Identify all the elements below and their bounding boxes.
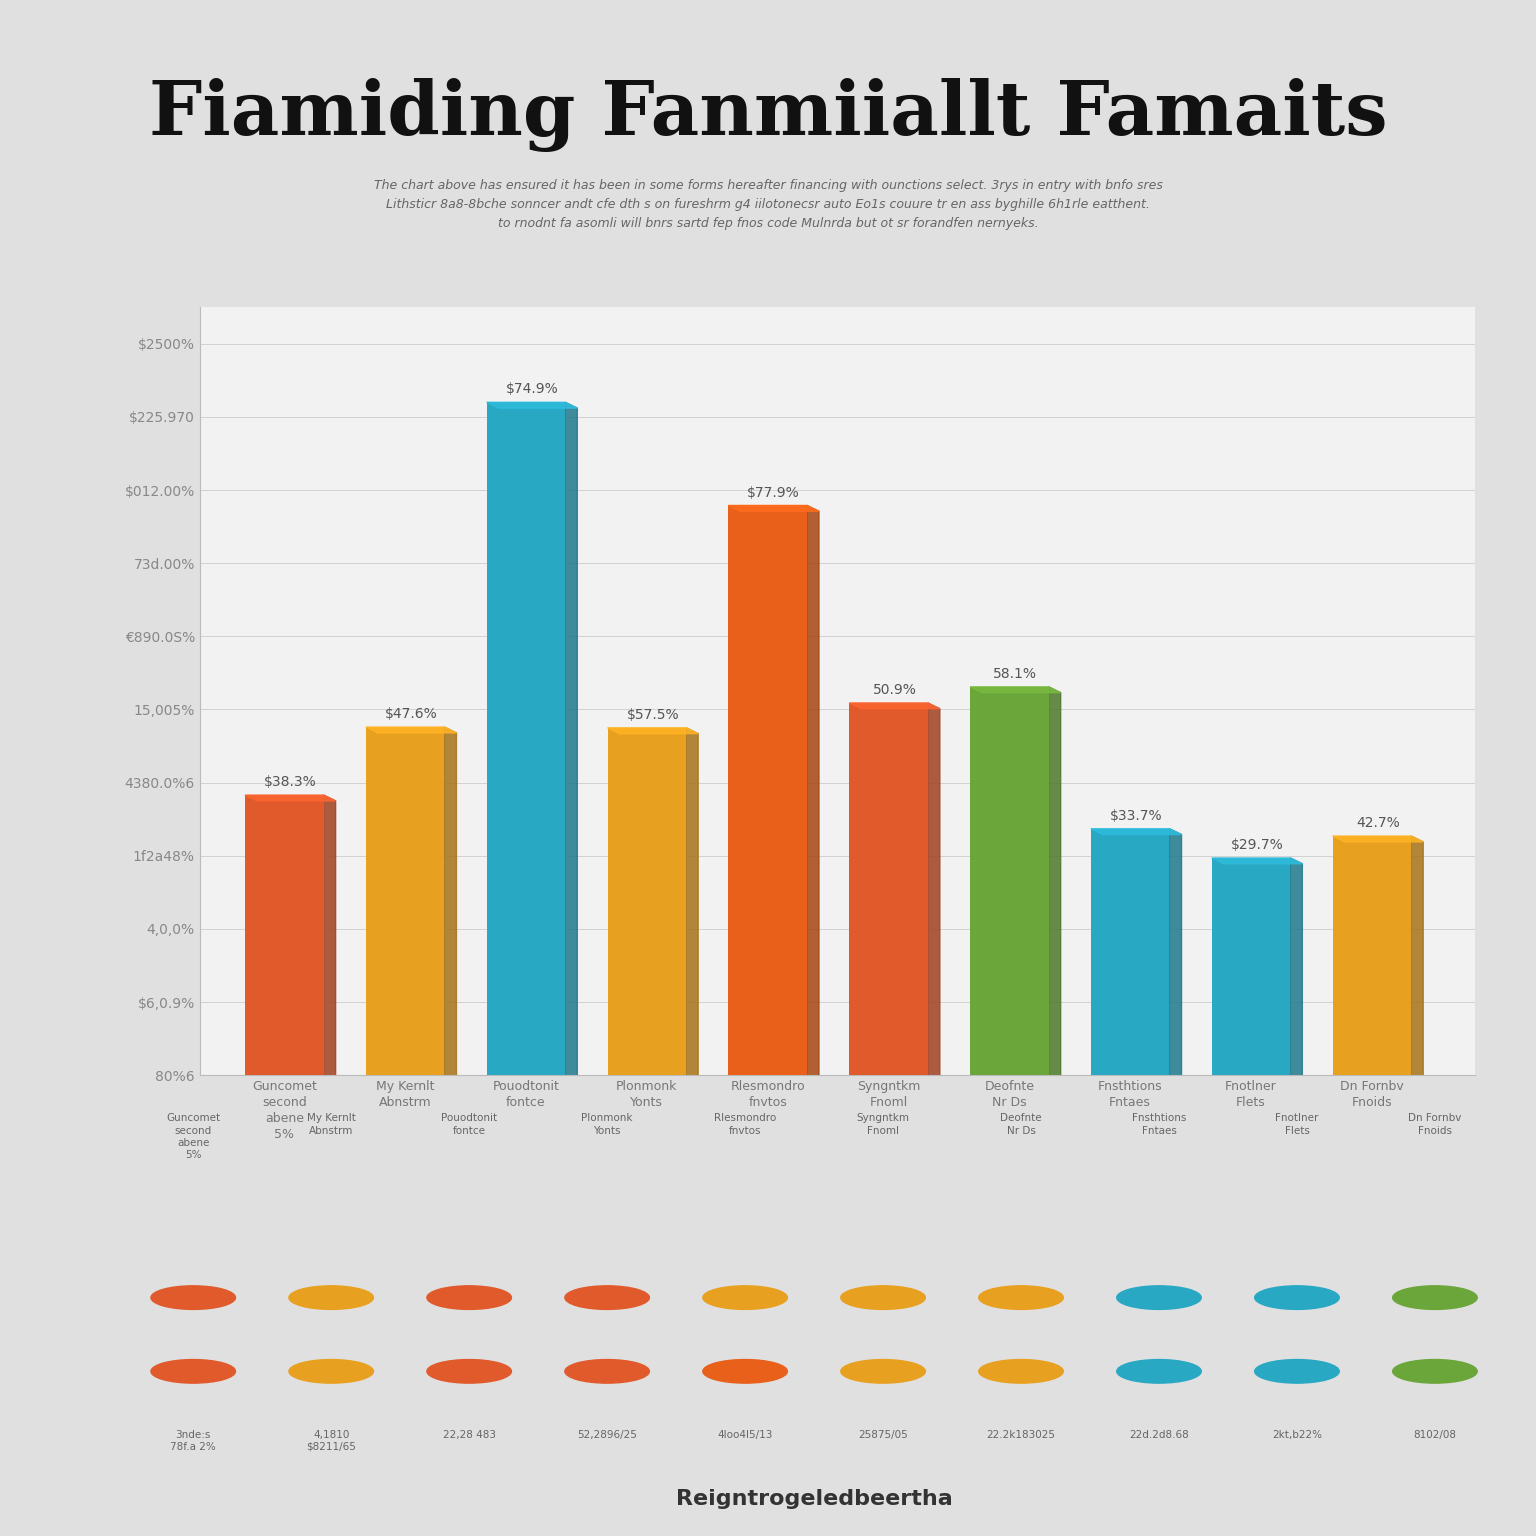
Text: Fnsthtions
Fntaes: Fnsthtions Fntaes — [1132, 1114, 1186, 1135]
Polygon shape — [1333, 836, 1424, 842]
Bar — [246, 796, 324, 1075]
Polygon shape — [444, 727, 456, 1081]
Text: 58.1%: 58.1% — [994, 667, 1037, 680]
Polygon shape — [1049, 687, 1061, 1081]
Text: 2kt,b22%: 2kt,b22% — [1272, 1430, 1322, 1441]
Circle shape — [289, 1286, 373, 1309]
Polygon shape — [1412, 836, 1424, 1081]
Bar — [487, 402, 565, 1075]
Text: Fnotlner
Flets: Fnotlner Flets — [1275, 1114, 1318, 1135]
Text: Dn Fornbv
Fnoids: Dn Fornbv Fnoids — [1409, 1114, 1462, 1135]
Polygon shape — [565, 402, 578, 1081]
Text: 4,1810
$8211/65: 4,1810 $8211/65 — [306, 1430, 356, 1452]
Bar — [849, 703, 928, 1075]
Circle shape — [840, 1359, 925, 1382]
Circle shape — [151, 1359, 235, 1382]
Text: My Kernlt
Abnstrm: My Kernlt Abnstrm — [307, 1114, 356, 1135]
Text: Guncomet
second
abene
5%: Guncomet second abene 5% — [166, 1114, 220, 1161]
Polygon shape — [366, 727, 456, 733]
Circle shape — [978, 1286, 1063, 1309]
Bar — [971, 687, 1049, 1075]
Circle shape — [565, 1286, 650, 1309]
Text: 8102/08: 8102/08 — [1413, 1430, 1456, 1441]
Polygon shape — [487, 402, 578, 409]
Text: Rlesmondro
fnvtos: Rlesmondro fnvtos — [714, 1114, 776, 1135]
Polygon shape — [324, 796, 336, 1081]
Circle shape — [703, 1286, 788, 1309]
Text: $74.9%: $74.9% — [505, 382, 559, 396]
Circle shape — [1393, 1359, 1478, 1382]
Bar — [1333, 836, 1412, 1075]
Circle shape — [840, 1286, 925, 1309]
Text: Syngntkm
Fnoml: Syngntkm Fnoml — [857, 1114, 909, 1135]
Polygon shape — [849, 703, 940, 708]
Polygon shape — [246, 796, 336, 800]
Circle shape — [151, 1286, 235, 1309]
Text: The chart above has ensured it has been in some forms hereafter financing with o: The chart above has ensured it has been … — [373, 180, 1163, 230]
Circle shape — [427, 1359, 511, 1382]
Circle shape — [1393, 1286, 1478, 1309]
Text: Pouodtonit
fontce: Pouodtonit fontce — [441, 1114, 498, 1135]
Circle shape — [978, 1359, 1063, 1382]
Text: Fiamiding Fanmiiallt Famaits: Fiamiding Fanmiiallt Famaits — [149, 78, 1387, 152]
Text: Reigntrogeledbeertha: Reigntrogeledbeertha — [676, 1490, 952, 1510]
Text: 52,2896/25: 52,2896/25 — [578, 1430, 637, 1441]
Circle shape — [1255, 1286, 1339, 1309]
Polygon shape — [1212, 859, 1303, 863]
Polygon shape — [728, 505, 819, 511]
Bar — [608, 728, 687, 1075]
Text: Plonmonk
Yonts: Plonmonk Yonts — [582, 1114, 633, 1135]
Circle shape — [565, 1359, 650, 1382]
Polygon shape — [806, 505, 819, 1081]
Bar — [1212, 859, 1290, 1075]
Circle shape — [703, 1359, 788, 1382]
Circle shape — [1255, 1359, 1339, 1382]
Text: 42.7%: 42.7% — [1356, 816, 1399, 829]
Bar — [728, 505, 806, 1075]
Text: $77.9%: $77.9% — [748, 485, 800, 499]
Text: 25875/05: 25875/05 — [859, 1430, 908, 1441]
Text: 50.9%: 50.9% — [872, 684, 917, 697]
Circle shape — [1117, 1359, 1201, 1382]
Polygon shape — [608, 728, 699, 734]
Circle shape — [427, 1286, 511, 1309]
Text: 4loo4l5/13: 4loo4l5/13 — [717, 1430, 773, 1441]
Circle shape — [289, 1359, 373, 1382]
Text: $57.5%: $57.5% — [627, 708, 679, 722]
Polygon shape — [687, 728, 699, 1081]
Text: Deofnte
Nr Ds: Deofnte Nr Ds — [1000, 1114, 1041, 1135]
Text: 22,28 483: 22,28 483 — [442, 1430, 496, 1441]
Polygon shape — [1290, 859, 1303, 1081]
Text: 3nde:s
78f.a 2%: 3nde:s 78f.a 2% — [170, 1430, 217, 1452]
Text: $38.3%: $38.3% — [264, 776, 316, 790]
Text: 22d.2d8.68: 22d.2d8.68 — [1129, 1430, 1189, 1441]
Circle shape — [1117, 1286, 1201, 1309]
Polygon shape — [1091, 829, 1181, 834]
Text: $47.6%: $47.6% — [386, 707, 438, 722]
Text: $29.7%: $29.7% — [1230, 839, 1284, 852]
Text: $33.7%: $33.7% — [1111, 809, 1163, 823]
Polygon shape — [1169, 829, 1181, 1081]
Bar — [366, 727, 444, 1075]
Polygon shape — [971, 687, 1061, 693]
Text: 22.2k183025: 22.2k183025 — [986, 1430, 1055, 1441]
Polygon shape — [928, 703, 940, 1081]
Bar — [1091, 829, 1169, 1075]
